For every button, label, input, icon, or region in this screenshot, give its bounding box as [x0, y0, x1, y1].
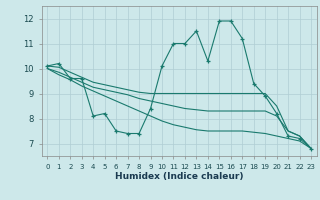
X-axis label: Humidex (Indice chaleur): Humidex (Indice chaleur)	[115, 172, 244, 181]
